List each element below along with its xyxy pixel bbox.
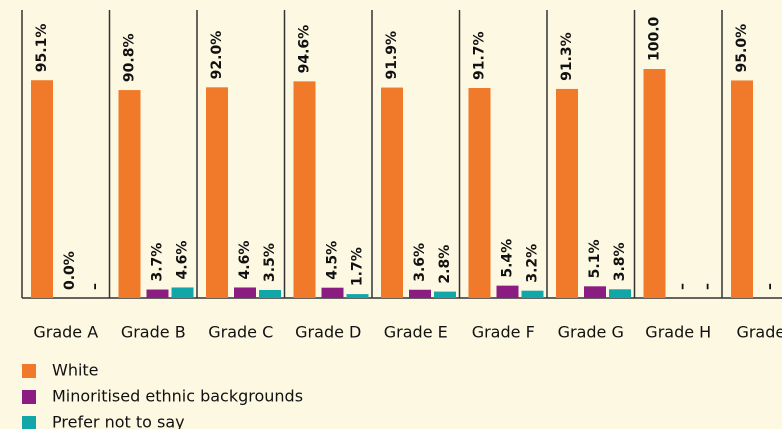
value-label: 0.0% [62, 251, 78, 290]
x-tick-label: Grade A [33, 323, 98, 342]
x-tick-label: Grade G [558, 323, 624, 342]
value-label: 5.4% [500, 239, 516, 278]
bar [556, 88, 578, 298]
bar [731, 80, 753, 298]
legend-swatch [22, 416, 36, 429]
legend-label: Minoritised ethnic backgrounds [52, 387, 303, 406]
legend-label: Prefer not to say [52, 413, 185, 429]
value-label: 3.6% [412, 243, 428, 282]
bar [118, 90, 141, 299]
x-tick-label: Grade I [736, 323, 782, 342]
value-label: 90.8% [122, 33, 138, 82]
bar [346, 294, 369, 298]
value-label: – [700, 283, 716, 290]
value-label: 4.6% [237, 241, 253, 280]
value-label: 4.6% [175, 241, 191, 280]
value-label: 95.1% [34, 24, 50, 73]
bar [609, 289, 631, 298]
value-label: 91.3% [559, 32, 575, 81]
value-label: 95.0% [734, 24, 750, 73]
bar [146, 289, 169, 298]
x-tick-label: Grade C [208, 323, 273, 342]
x-tick-label: Grade F [472, 323, 535, 342]
value-label: 94.6% [297, 25, 313, 74]
bar [293, 81, 316, 298]
bar [234, 287, 256, 298]
x-tick-label: Grade H [645, 323, 711, 342]
bar [321, 287, 344, 298]
legend-label: White [52, 361, 99, 380]
value-label: 91.7% [472, 31, 488, 80]
x-tick-label: Grade D [295, 323, 361, 342]
value-label: 91.9% [384, 31, 400, 80]
bar [409, 289, 431, 298]
value-label: 3.8% [612, 242, 628, 281]
legend-swatch [22, 390, 36, 404]
value-label: 100.0 [647, 16, 663, 61]
bar [171, 287, 194, 298]
value-label: 3.2% [525, 244, 541, 283]
value-label: 3.5% [262, 243, 278, 282]
value-label: 3.7% [150, 243, 166, 282]
value-label: 2.8% [437, 245, 453, 284]
bar [468, 88, 491, 299]
bar [643, 69, 666, 298]
bar [496, 285, 519, 298]
bar [381, 87, 403, 298]
value-label: 4.5% [325, 241, 341, 280]
x-tick-label: Grade E [384, 323, 448, 342]
legend-swatch [22, 364, 36, 378]
value-label: – [762, 283, 778, 290]
value-label: – [87, 283, 103, 290]
bar [521, 290, 544, 298]
value-label: 1.7% [350, 247, 366, 286]
bar [259, 289, 281, 298]
bar [434, 291, 456, 298]
bar [584, 286, 606, 298]
x-tick-label: Grade B [121, 323, 186, 342]
bar [31, 80, 53, 298]
value-label: – [675, 283, 691, 290]
bar [206, 87, 228, 298]
value-label: 92.0% [209, 31, 225, 80]
value-label: 5.1% [587, 239, 603, 278]
